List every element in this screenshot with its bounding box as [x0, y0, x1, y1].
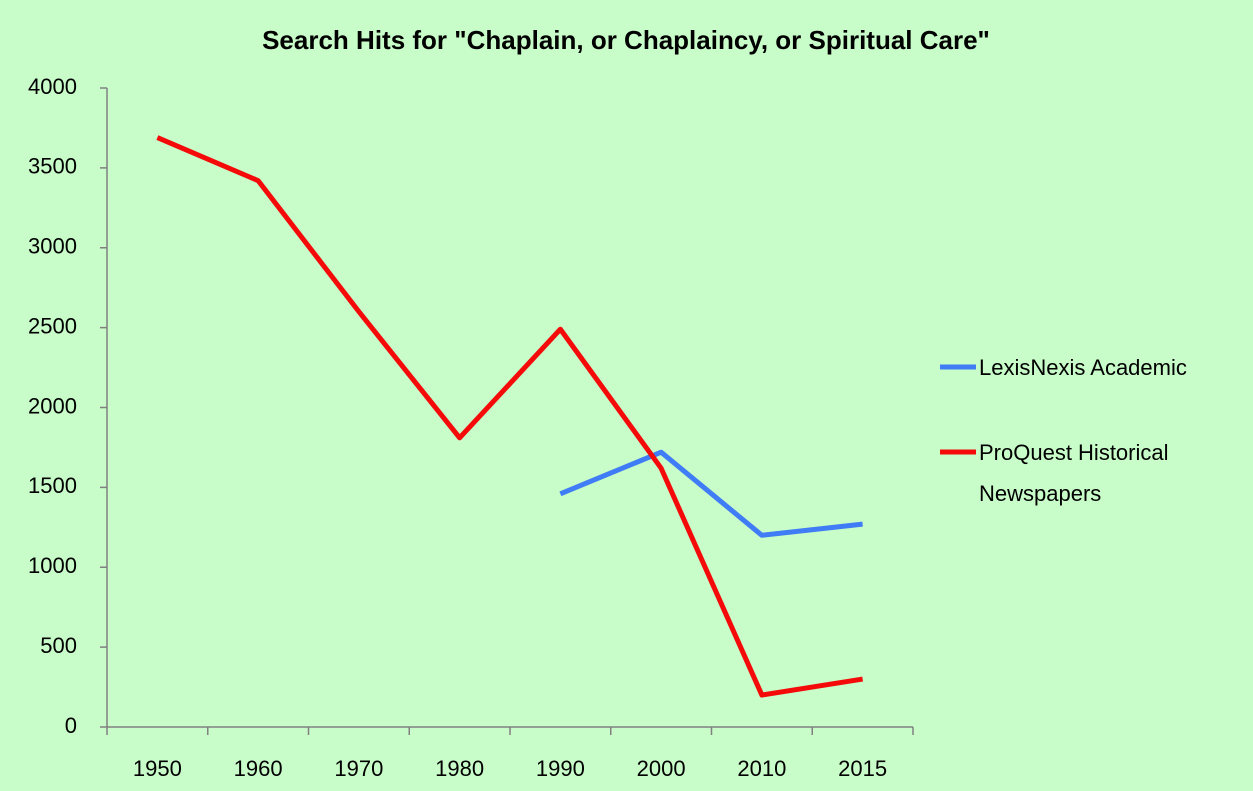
x-tick-label: 1950: [133, 756, 182, 781]
x-tick-label: 2000: [637, 756, 686, 781]
x-tick-label: 2010: [737, 756, 786, 781]
x-tick-label: 1980: [435, 756, 484, 781]
y-tick-label: 500: [40, 633, 77, 658]
series-line: [559, 449, 863, 538]
y-tick-label: 0: [65, 713, 77, 738]
legend-label: ProQuest Historical Newspapers: [979, 440, 1169, 506]
y-tick-label: 3000: [28, 234, 77, 259]
x-tick-label: 2015: [838, 756, 887, 781]
y-tick-label: 4000: [28, 74, 77, 99]
y-tick-label: 2000: [28, 393, 77, 418]
y-tick-label: 3500: [28, 154, 77, 179]
y-tick-label: 2500: [28, 313, 77, 338]
x-tick-label: 1960: [234, 756, 283, 781]
y-tick-label: 1500: [28, 473, 77, 498]
chart-title: Search Hits for "Chaplain, or Chaplaincy…: [262, 25, 990, 55]
x-tick-label: 1990: [536, 756, 585, 781]
series-line: [156, 135, 864, 698]
legend-label: LexisNexis Academic: [979, 355, 1187, 380]
y-tick-label: 1000: [28, 553, 77, 578]
x-tick-label: 1970: [334, 756, 383, 781]
